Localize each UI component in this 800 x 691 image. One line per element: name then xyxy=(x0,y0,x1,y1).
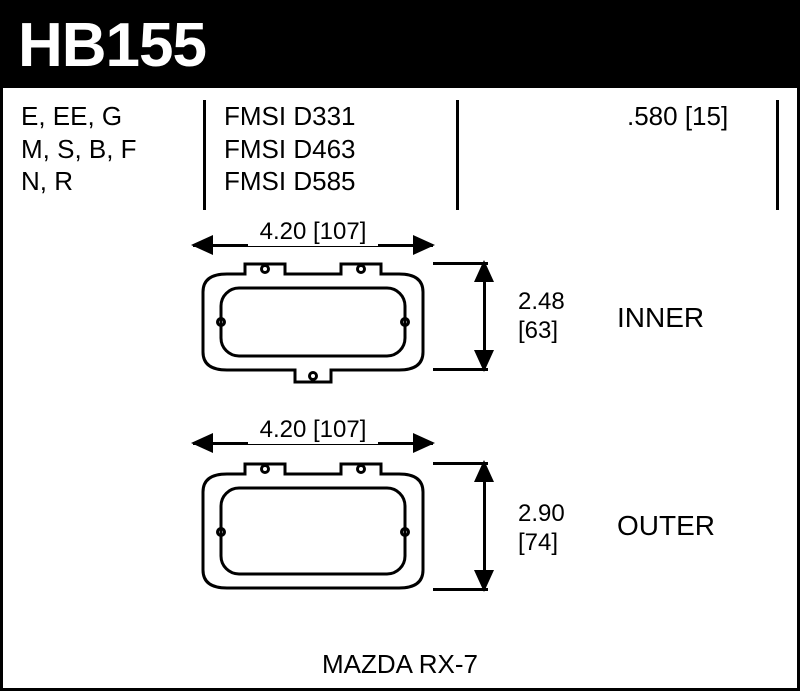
inner-width-label: 4.20 [107] xyxy=(248,218,378,246)
part-number: HB155 xyxy=(18,10,782,81)
fmsi-line: FMSI D585 xyxy=(224,165,438,198)
outer-pad-drawing xyxy=(193,460,433,610)
arrow-right-icon xyxy=(413,433,435,453)
column-divider xyxy=(776,100,779,210)
inner-height-label: 2.48 [63] xyxy=(518,288,565,346)
fmsi-line: FMSI D463 xyxy=(224,133,438,166)
outer-height-value: 2.90 xyxy=(518,500,565,529)
inner-width-dimension: 4.20 [107] xyxy=(193,226,433,262)
arrow-down-icon xyxy=(474,570,494,592)
outer-width-label: 4.20 [107] xyxy=(248,416,378,444)
inner-name: INNER xyxy=(617,302,704,334)
diagram-area: 4.20 [107] xyxy=(3,216,797,686)
arrow-left-icon xyxy=(191,433,213,453)
arrow-up-icon xyxy=(474,460,494,482)
arrow-left-icon xyxy=(191,235,213,255)
compound-line: N, R xyxy=(21,165,185,198)
outer-height-label: 2.90 [74] xyxy=(518,500,565,558)
vehicle-label: MAZDA RX-7 xyxy=(3,649,797,680)
spec-row: E, EE, G M, S, B, F N, R FMSI D331 FMSI … xyxy=(3,88,797,216)
arrow-right-icon xyxy=(413,235,435,255)
inner-height-value: 2.48 xyxy=(518,288,565,317)
outer-name: OUTER xyxy=(617,510,715,542)
thickness-value: .580 [15] xyxy=(627,100,779,133)
thickness-column: .580 [15] xyxy=(459,100,797,216)
fmsi-line: FMSI D331 xyxy=(224,100,438,133)
content-panel: E, EE, G M, S, B, F N, R FMSI D331 FMSI … xyxy=(0,88,800,691)
compound-line: E, EE, G xyxy=(21,100,185,133)
outer-height-mm: [74] xyxy=(518,529,565,558)
arrow-down-icon xyxy=(474,350,494,372)
compounds-column: E, EE, G M, S, B, F N, R xyxy=(3,100,203,216)
inner-height-mm: [63] xyxy=(518,317,565,346)
header-bar: HB155 xyxy=(0,0,800,88)
compound-line: M, S, B, F xyxy=(21,133,185,166)
outer-width-dimension: 4.20 [107] xyxy=(193,424,433,460)
fmsi-column: FMSI D331 FMSI D463 FMSI D585 xyxy=(206,100,456,216)
inner-pad-drawing xyxy=(193,262,433,402)
arrow-up-icon xyxy=(474,260,494,282)
